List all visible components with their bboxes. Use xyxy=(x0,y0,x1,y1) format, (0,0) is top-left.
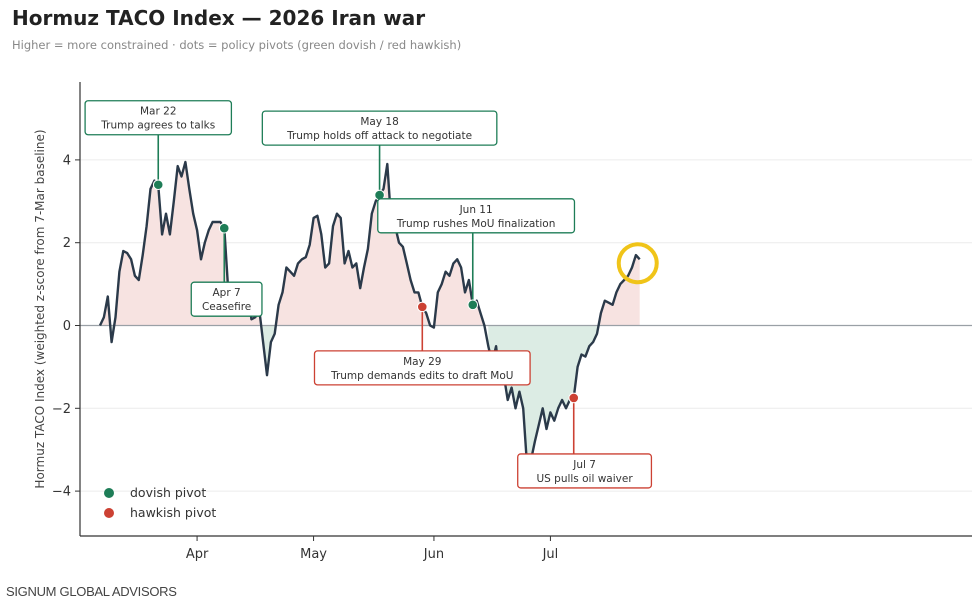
annotation-text: Trump holds off attack to negotiate xyxy=(286,130,472,142)
dovish-pivot-marker xyxy=(467,299,479,311)
chart-subtitle: Higher = more constrained · dots = polic… xyxy=(12,38,462,52)
y-tick-label: −4 xyxy=(52,485,71,500)
y-tick-label: 0 xyxy=(63,319,71,334)
annotation-text: Trump rushes MoU finalization xyxy=(396,218,556,230)
annotation-box xyxy=(261,110,498,146)
x-tick-label: Apr xyxy=(186,547,209,562)
x-tick-label: Jun xyxy=(423,547,444,562)
annotation-date: Jul 7 xyxy=(572,459,596,471)
y-tick-label: −2 xyxy=(52,402,71,417)
annotation-date: Jun 11 xyxy=(459,204,493,216)
y-axis-label: Hormuz TACO Index (weighted z-score from… xyxy=(33,129,47,488)
legend-hawkish-marker xyxy=(104,508,114,518)
annotation-date: May 18 xyxy=(360,116,398,128)
hawkish-pivot-marker xyxy=(416,301,428,313)
negative-area-fill xyxy=(100,325,599,467)
x-tick-label: Jul xyxy=(542,547,559,562)
hawkish-pivot-marker xyxy=(568,392,580,404)
series-line xyxy=(98,160,641,468)
legend-hawkish-label: hawkish pivot xyxy=(130,505,216,520)
annotation-box xyxy=(377,198,576,234)
legend-dovish-label: dovish pivot xyxy=(130,485,206,500)
annotation-text: US pulls oil waiver xyxy=(536,473,633,485)
highlight-circle xyxy=(616,242,659,285)
annotation-box xyxy=(190,281,263,317)
annotation-text: Ceasefire xyxy=(202,301,251,313)
annotation-date: Apr 7 xyxy=(213,287,241,299)
annotation-box xyxy=(84,100,233,136)
dovish-pivot-marker xyxy=(152,179,164,191)
annotation-text: Trump demands edits to draft MoU xyxy=(330,370,513,382)
annotation-box xyxy=(313,350,531,386)
annotation-date: May 29 xyxy=(403,356,441,368)
positive-area-fill xyxy=(100,162,640,326)
chart-title: Hormuz TACO Index — 2026 Iran war xyxy=(12,6,426,30)
annotation-text: Trump agrees to talks xyxy=(100,120,215,132)
legend-dovish-marker xyxy=(104,488,114,498)
x-tick-label: May xyxy=(300,547,327,562)
annotation-box xyxy=(517,453,653,489)
annotation-date: Mar 22 xyxy=(140,106,177,118)
source-credit: SIGNUM GLOBAL ADVISORS xyxy=(6,584,177,599)
y-tick-label: 4 xyxy=(63,153,71,168)
y-tick-label: 2 xyxy=(63,236,71,251)
dovish-pivot-marker xyxy=(218,222,230,234)
